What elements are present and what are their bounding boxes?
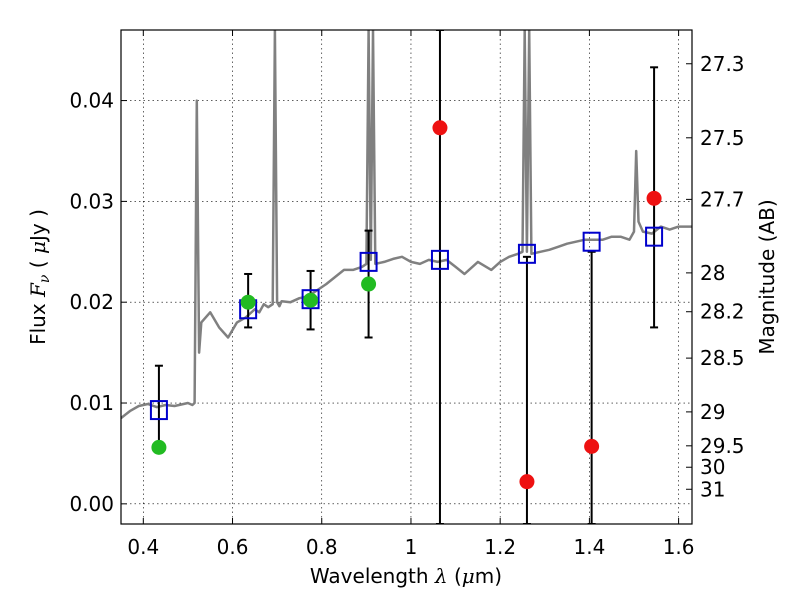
x-tick-label: 0.6 xyxy=(217,535,249,559)
model-point xyxy=(517,243,536,264)
y2-tick-label: 31 xyxy=(700,477,725,501)
x-tick-label: 1.6 xyxy=(663,535,695,559)
y2-tick-label: 30 xyxy=(700,455,725,479)
model-point xyxy=(430,249,449,270)
x-tick-label: 1 xyxy=(405,535,418,559)
y-tick-label: 0.03 xyxy=(69,189,114,213)
detection-point xyxy=(240,294,256,310)
nondetection-point xyxy=(584,438,600,454)
y2-tick-label: 29 xyxy=(700,400,725,424)
y2-tick-label: 28.2 xyxy=(700,300,745,324)
plot-area xyxy=(121,30,692,524)
y2-tick-label: 27.5 xyxy=(700,126,745,150)
x-tick-label: 0.4 xyxy=(127,535,159,559)
y-tick-label: 0.00 xyxy=(69,492,114,516)
model-point xyxy=(149,400,168,421)
detection-point xyxy=(361,276,377,292)
nondetection-point xyxy=(646,190,662,206)
plot-frame xyxy=(120,29,693,525)
nondetection-point xyxy=(519,474,535,490)
y2-axis-label: Magnitude (AB) xyxy=(755,199,779,354)
model-point xyxy=(301,289,320,310)
y2-tick-label: 28.5 xyxy=(700,346,745,370)
y-tick-label: 0.02 xyxy=(69,290,114,314)
nondetection-point xyxy=(432,120,448,136)
axis-ticks: 0.4 0.6 0.8 1 1.2 1.4 1.6 0.00 0.01 0.02 0.03 0.04 2… xyxy=(69,30,745,559)
y2-tick-label: 28 xyxy=(700,261,725,285)
model-point xyxy=(359,251,378,272)
y2-tick-label: 27.3 xyxy=(700,52,745,76)
y-tick-label: 0.04 xyxy=(69,89,114,113)
y2-tick-label: 29.5 xyxy=(700,434,745,458)
detection-point xyxy=(151,439,167,455)
model-point xyxy=(645,226,664,247)
x-tick-label: 1.2 xyxy=(484,535,516,559)
x-tick-label: 1.4 xyxy=(573,535,605,559)
model-point xyxy=(582,231,601,252)
x-tick-label: 0.8 xyxy=(306,535,338,559)
detection-point xyxy=(303,292,319,308)
x-axis-label: Wavelength λ (μm) xyxy=(310,564,502,588)
y-axis-label: Flux Fν ( μJy ) xyxy=(26,209,53,345)
y2-tick-label: 27.7 xyxy=(700,187,745,211)
grid xyxy=(121,30,692,524)
spectrum-line xyxy=(121,30,692,420)
y-tick-label: 0.01 xyxy=(69,391,114,415)
